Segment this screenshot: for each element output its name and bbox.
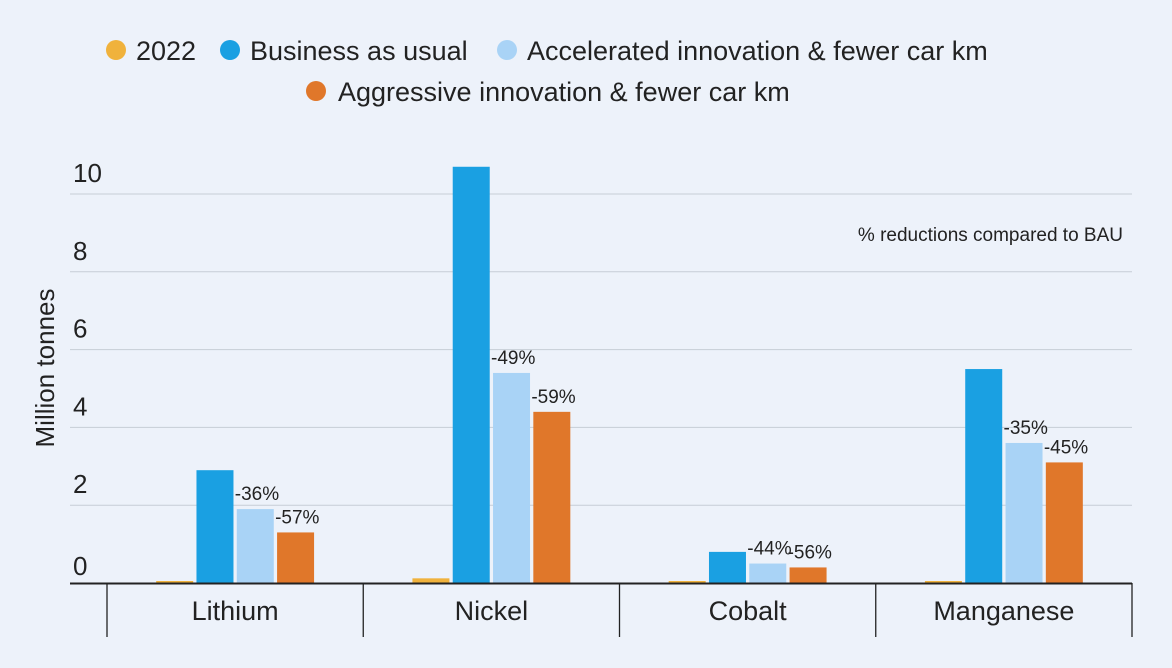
y-tick-label: 2 bbox=[73, 469, 87, 499]
category-labels: Lithium Nickel Cobalt Manganese bbox=[192, 596, 1075, 626]
y-tick-label: 10 bbox=[73, 158, 102, 188]
x-axis bbox=[70, 582, 1133, 637]
data-label-manganese-series-2: -35% bbox=[1004, 418, 1048, 439]
data-label-lithium-series-3: -57% bbox=[275, 507, 319, 528]
legend-label-bau: Business as usual bbox=[250, 36, 468, 66]
legend-swatch-2022 bbox=[106, 40, 126, 60]
bar-cobalt-series-1 bbox=[708, 551, 746, 583]
data-label-nickel-series-3: -59% bbox=[531, 387, 575, 408]
data-label-manganese-series-3: -45% bbox=[1044, 437, 1088, 458]
category-label-manganese: Manganese bbox=[933, 596, 1074, 626]
data-label-lithium-series-2: -36% bbox=[235, 484, 279, 505]
bar-lithium-series-2 bbox=[236, 509, 274, 583]
annotation-note: % reductions compared to BAU bbox=[858, 225, 1123, 246]
legend: 2022 Business as usual Accelerated innov… bbox=[106, 36, 988, 107]
legend-label-accelerated: Accelerated innovation & fewer car km bbox=[527, 36, 988, 66]
bar-nickel-series-2 bbox=[493, 372, 531, 583]
bar-nickel-series-3 bbox=[533, 411, 571, 583]
bar-cobalt-series-0 bbox=[668, 581, 706, 583]
bar-lithium-series-3 bbox=[277, 532, 315, 583]
category-label-nickel: Nickel bbox=[455, 596, 529, 626]
category-label-cobalt: Cobalt bbox=[709, 596, 788, 626]
y-axis-ticks: 0 2 4 6 8 10 bbox=[73, 158, 102, 581]
data-labels: -36%-57% -49% -59% -44%-56% -35%-45% bbox=[235, 348, 1089, 564]
legend-swatch-accelerated bbox=[497, 40, 517, 60]
bar-manganese-series-3 bbox=[1045, 462, 1083, 583]
bar-manganese-series-0 bbox=[924, 581, 962, 583]
y-axis-label: Million tonnes bbox=[30, 289, 60, 448]
bars bbox=[156, 166, 1083, 583]
bar-lithium-series-0 bbox=[156, 581, 194, 583]
data-label-cobalt-series-3: -56% bbox=[788, 542, 832, 563]
bar-lithium-series-1 bbox=[196, 470, 234, 583]
bar-cobalt-series-3 bbox=[789, 567, 827, 583]
gridlines bbox=[70, 193, 1132, 506]
y-tick-label: 6 bbox=[73, 314, 87, 344]
category-label-lithium: Lithium bbox=[192, 596, 279, 626]
bar-manganese-series-2 bbox=[1005, 442, 1043, 583]
legend-label-aggressive: Aggressive innovation & fewer car km bbox=[338, 77, 790, 107]
bar-cobalt-series-2 bbox=[749, 563, 787, 583]
bar-nickel-series-0 bbox=[412, 578, 450, 583]
bar-manganese-series-1 bbox=[965, 369, 1003, 583]
y-tick-label: 0 bbox=[73, 551, 87, 581]
y-tick-label: 4 bbox=[73, 391, 87, 421]
legend-label-2022: 2022 bbox=[136, 36, 196, 66]
legend-swatch-aggressive bbox=[306, 81, 326, 101]
y-tick-label: 8 bbox=[73, 236, 87, 266]
data-label-cobalt-series-2: -44% bbox=[747, 539, 791, 560]
bar-nickel-series-1 bbox=[452, 166, 490, 583]
data-label-nickel-series-2: -49% bbox=[491, 348, 535, 369]
legend-swatch-bau bbox=[220, 40, 240, 60]
